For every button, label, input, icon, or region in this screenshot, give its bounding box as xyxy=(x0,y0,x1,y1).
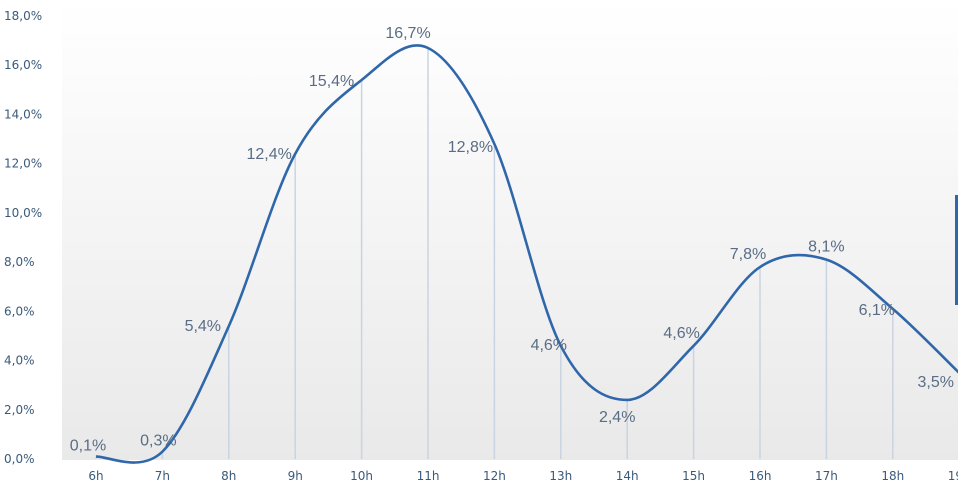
accent-bar xyxy=(955,195,958,305)
data-label: 4,6% xyxy=(531,337,567,354)
x-tick-label: 19h xyxy=(948,469,958,483)
data-label: 15,4% xyxy=(309,73,354,90)
x-tick-label: 10h xyxy=(350,469,373,483)
x-tick-label: 12h xyxy=(483,469,506,483)
y-tick-label: 10,0% xyxy=(4,206,42,220)
data-label: 12,8% xyxy=(448,139,493,156)
x-tick-label: 14h xyxy=(616,469,639,483)
data-label: 8,1% xyxy=(808,239,844,256)
y-tick-label: 0,0% xyxy=(4,452,35,466)
data-label: 12,4% xyxy=(247,146,292,163)
x-tick-label: 13h xyxy=(549,469,572,483)
y-tick-label: 6,0% xyxy=(4,304,35,318)
y-tick-label: 18,0% xyxy=(4,9,42,23)
x-tick-label: 11h xyxy=(417,469,440,483)
data-label: 16,7% xyxy=(385,25,430,42)
data-label: 0,3% xyxy=(140,433,176,450)
data-label: 4,6% xyxy=(663,325,699,342)
x-tick-label: 8h xyxy=(221,469,236,483)
data-label: 0,1% xyxy=(70,438,106,455)
y-tick-label: 2,0% xyxy=(4,403,35,417)
y-tick-label: 4,0% xyxy=(4,354,35,368)
x-tick-label: 15h xyxy=(682,469,705,483)
data-label: 3,5% xyxy=(918,374,954,391)
y-tick-label: 16,0% xyxy=(4,58,42,72)
y-tick-label: 14,0% xyxy=(4,107,42,121)
data-label: 2,4% xyxy=(599,409,635,426)
x-tick-label: 16h xyxy=(749,469,772,483)
series-line xyxy=(95,44,958,464)
y-axis: 0,0% 2,0% 4,0% 6,0% 8,0% 10,0% 12,0% 14,0% 16,0%… xyxy=(4,9,42,466)
x-tick-label: 9h xyxy=(288,469,303,483)
x-tick-label: 7h xyxy=(155,469,170,483)
x-tick-label: 6h xyxy=(88,469,103,483)
x-axis: 6h 7h 8h 9h 10h 11h 12h 13h 14h 15h 16h 17h 18h 19h xyxy=(88,469,958,483)
x-tick-label: 18h xyxy=(881,469,904,483)
y-tick-label: 12,0% xyxy=(4,157,42,171)
y-tick-label: 8,0% xyxy=(4,255,35,269)
data-label: 7,8% xyxy=(730,246,766,263)
plot-background xyxy=(62,0,958,460)
data-label: 5,4% xyxy=(185,318,221,335)
data-label: 6,1% xyxy=(859,302,895,319)
drop-lines xyxy=(95,47,894,459)
data-labels: 0,1% 0,3% 5,4% 12,4% 15,4% 16,7% 12,8% 4,6% 2,4%… xyxy=(70,25,954,455)
x-tick-label: 17h xyxy=(815,469,838,483)
